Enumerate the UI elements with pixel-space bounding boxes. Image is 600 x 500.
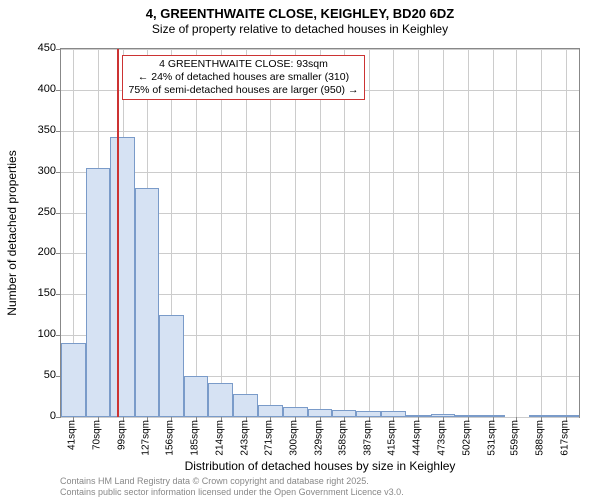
y-tick-label: 350 bbox=[16, 124, 56, 136]
grid-line-vertical bbox=[418, 49, 419, 417]
chart-title: 4, GREENTHWAITE CLOSE, KEIGHLEY, BD20 6D… bbox=[0, 6, 600, 37]
histogram-bar bbox=[184, 376, 208, 417]
x-tick-label: 156sqm bbox=[165, 420, 176, 456]
histogram-bar bbox=[283, 407, 308, 417]
histogram-bar bbox=[356, 411, 381, 417]
grid-line-vertical bbox=[393, 49, 394, 417]
x-tick-label: 358sqm bbox=[338, 420, 349, 456]
x-tick-label: 185sqm bbox=[190, 420, 201, 456]
x-tick-label: 329sqm bbox=[313, 420, 324, 456]
histogram-bar bbox=[529, 415, 554, 417]
grid-line-vertical bbox=[516, 49, 517, 417]
y-tick bbox=[56, 253, 61, 254]
grid-line-vertical bbox=[246, 49, 247, 417]
annotation-line-2: ← 24% of detached houses are smaller (31… bbox=[129, 71, 359, 84]
attribution-line-2: Contains public sector information licen… bbox=[60, 487, 580, 498]
y-tick bbox=[56, 49, 61, 50]
histogram-bar bbox=[455, 415, 480, 417]
plot-area: 4 GREENTHWAITE CLOSE: 93sqm ← 24% of det… bbox=[60, 48, 580, 418]
grid-line-vertical bbox=[468, 49, 469, 417]
histogram-bar bbox=[208, 383, 233, 417]
y-tick-label: 450 bbox=[16, 42, 56, 54]
annotation-box: 4 GREENTHWAITE CLOSE: 93sqm ← 24% of det… bbox=[122, 55, 366, 100]
property-marker-line bbox=[117, 49, 119, 417]
title-line-1: 4, GREENTHWAITE CLOSE, KEIGHLEY, BD20 6D… bbox=[0, 6, 600, 22]
y-tick bbox=[56, 335, 61, 336]
grid-line-vertical bbox=[270, 49, 271, 417]
attribution-line-1: Contains HM Land Registry data © Crown c… bbox=[60, 476, 580, 487]
histogram-bar bbox=[135, 188, 160, 417]
x-tick-label: 617sqm bbox=[560, 420, 571, 456]
grid-line-vertical bbox=[541, 49, 542, 417]
histogram-bar bbox=[258, 405, 283, 417]
x-tick-label: 559sqm bbox=[510, 420, 521, 456]
x-tick-label: 271sqm bbox=[263, 420, 274, 456]
y-tick bbox=[56, 294, 61, 295]
y-tick-label: 50 bbox=[16, 369, 56, 381]
histogram-bar bbox=[110, 137, 135, 417]
grid-line-vertical bbox=[566, 49, 567, 417]
y-tick-label: 300 bbox=[16, 165, 56, 177]
grid-line-vertical bbox=[493, 49, 494, 417]
y-tick bbox=[56, 172, 61, 173]
x-tick-label: 473sqm bbox=[436, 420, 447, 456]
x-tick-label: 387sqm bbox=[363, 420, 374, 456]
grid-line-vertical bbox=[295, 49, 296, 417]
x-axis-label: Distribution of detached houses by size … bbox=[60, 459, 580, 473]
histogram-bar bbox=[480, 415, 505, 417]
x-tick-label: 588sqm bbox=[535, 420, 546, 456]
attribution: Contains HM Land Registry data © Crown c… bbox=[60, 476, 580, 498]
y-tick-label: 200 bbox=[16, 246, 56, 258]
y-tick bbox=[56, 213, 61, 214]
y-tick-label: 0 bbox=[16, 410, 56, 422]
histogram-bar bbox=[406, 415, 431, 417]
histogram-bar bbox=[159, 315, 184, 417]
y-tick-label: 400 bbox=[16, 83, 56, 95]
histogram-bar bbox=[61, 343, 86, 417]
y-tick-label: 250 bbox=[16, 206, 56, 218]
x-tick-label: 127sqm bbox=[140, 420, 151, 456]
x-tick-label: 70sqm bbox=[91, 420, 102, 450]
x-tick-label: 444sqm bbox=[412, 420, 423, 456]
histogram-bar bbox=[381, 411, 406, 417]
histogram-bar bbox=[332, 410, 357, 417]
grid-line-vertical bbox=[369, 49, 370, 417]
grid-line-vertical bbox=[320, 49, 321, 417]
x-tick-label: 99sqm bbox=[116, 420, 127, 450]
chart-container: 4, GREENTHWAITE CLOSE, KEIGHLEY, BD20 6D… bbox=[0, 0, 600, 500]
annotation-line-1: 4 GREENTHWAITE CLOSE: 93sqm bbox=[129, 58, 359, 71]
histogram-bar bbox=[431, 414, 455, 417]
y-tick bbox=[56, 90, 61, 91]
grid-line-vertical bbox=[221, 49, 222, 417]
grid-line-vertical bbox=[196, 49, 197, 417]
x-tick-label: 214sqm bbox=[215, 420, 226, 456]
grid-line-vertical bbox=[344, 49, 345, 417]
y-tick-label: 100 bbox=[16, 328, 56, 340]
histogram-bar bbox=[86, 168, 110, 417]
histogram-bar bbox=[233, 394, 258, 417]
y-tick bbox=[56, 417, 61, 418]
grid-line-vertical bbox=[443, 49, 444, 417]
x-tick-label: 300sqm bbox=[288, 420, 299, 456]
title-line-2: Size of property relative to detached ho… bbox=[0, 22, 600, 37]
x-tick-label: 531sqm bbox=[486, 420, 497, 456]
x-tick-label: 243sqm bbox=[239, 420, 250, 456]
annotation-line-3: 75% of semi-detached houses are larger (… bbox=[129, 84, 359, 97]
y-tick bbox=[56, 131, 61, 132]
x-tick-label: 502sqm bbox=[461, 420, 472, 456]
x-tick-label: 41sqm bbox=[66, 420, 77, 450]
y-tick-label: 150 bbox=[16, 287, 56, 299]
histogram-bar bbox=[308, 409, 332, 417]
x-tick-label: 415sqm bbox=[387, 420, 398, 456]
histogram-bar bbox=[554, 415, 579, 417]
